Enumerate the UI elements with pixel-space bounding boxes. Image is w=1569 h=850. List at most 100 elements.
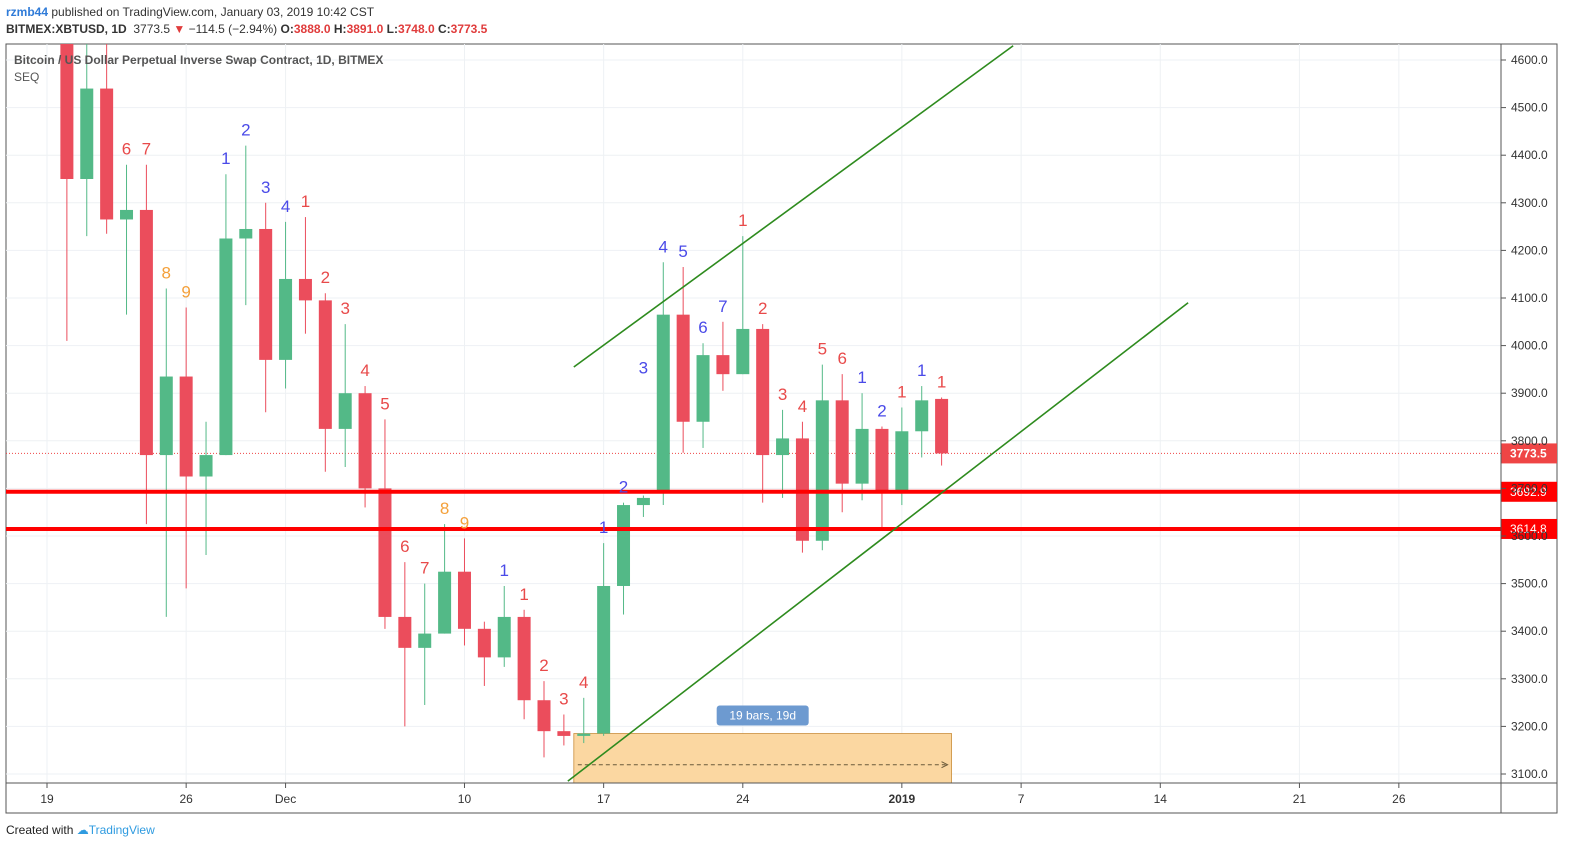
price-change: −114.5 (−2.94%) [188, 22, 278, 36]
seq-count-label: 1 [301, 192, 310, 211]
candle-body [557, 731, 571, 736]
candle-body [438, 571, 452, 634]
candle-body [179, 376, 193, 477]
seq-count-label: 1 [221, 149, 230, 168]
close-value: 3773.5 [450, 22, 488, 36]
candle-body [815, 400, 829, 541]
chart-frame [5, 43, 1558, 814]
seq-count-label: 1 [599, 518, 608, 537]
x-tick-label: 10 [458, 792, 472, 806]
last-price-label: 3773.5 [1510, 446, 1547, 460]
date-range-label-bg [716, 705, 809, 726]
candle-body [100, 88, 114, 220]
candle-body [517, 616, 531, 701]
candle-body [358, 393, 372, 489]
seq-count-label: 1 [897, 382, 906, 401]
candle-body [398, 616, 412, 648]
candle-body [855, 428, 869, 484]
candle-body [577, 733, 591, 736]
candle-body [676, 314, 690, 422]
candle-body [636, 497, 650, 506]
seq-count-label: 1 [857, 368, 866, 387]
x-tick-label: 26 [179, 792, 193, 806]
seq-count-label: 1 [519, 585, 528, 604]
seq-count-label: 2 [877, 402, 886, 421]
candle-body [259, 228, 273, 360]
candle-body [318, 300, 332, 429]
indicator-label: SEQ [14, 70, 39, 84]
candle-body [219, 238, 233, 456]
y-tick-label: 3500.0 [1511, 577, 1548, 591]
support-price-label: 3614.8 [1510, 522, 1547, 536]
candle-body [338, 393, 352, 429]
candle-body [795, 438, 809, 541]
arrow-head-icon [941, 761, 949, 769]
low-label: L: [386, 22, 398, 36]
channel-line [573, 45, 1014, 368]
y-tick-label: 4600.0 [1511, 53, 1548, 67]
candle-body [756, 328, 770, 456]
tradingview-logo-icon[interactable]: ☁ [76, 823, 89, 837]
seq-count-label: 7 [420, 559, 429, 578]
y-tick-label: 4500.0 [1511, 101, 1548, 115]
candle-body [477, 628, 491, 658]
candle-body [298, 278, 312, 301]
tradingview-brand[interactable]: TradingView [88, 823, 155, 837]
down-arrow-icon: ▼ [173, 22, 186, 36]
high-label: H: [333, 22, 347, 36]
candle-body [617, 505, 631, 586]
x-tick-label: Dec [275, 792, 296, 806]
seq-count-label: 4 [659, 237, 668, 256]
seq-count-label: 4 [579, 673, 588, 692]
support-levels[interactable]: 3692.9 3614.8 3773.5 [6, 443, 1557, 539]
seq-count-label: 4 [360, 361, 369, 380]
chart-axes: 4600.0 4500.0 4400.0 4300.0 4200.0 4100.0 4000… [6, 44, 1557, 813]
y-tick-label: 4300.0 [1511, 196, 1548, 210]
y-tick-label: 3400.0 [1511, 624, 1548, 638]
seq-count-label: 3 [261, 178, 270, 197]
candle-body [120, 209, 134, 220]
candle-body [696, 355, 710, 422]
candle-body [378, 488, 392, 617]
grid-lines [5, 43, 1558, 814]
seq-count-label: 7 [718, 297, 727, 316]
close-label: C: [437, 22, 451, 36]
candle-body [199, 455, 213, 477]
x-tick-label: 2019 [888, 792, 915, 806]
candle-body [60, 44, 74, 180]
seq-count-label: 8 [440, 499, 449, 518]
candle-body [875, 428, 889, 491]
author-link[interactable]: rzmb44 [6, 5, 49, 19]
seq-count-label: 6 [122, 140, 131, 159]
last-price-tag [1501, 443, 1557, 464]
created-with-text: Created with [6, 823, 74, 837]
candle-body [159, 376, 173, 456]
y-tick-label: 3900.0 [1511, 386, 1548, 400]
candle-body [656, 314, 670, 494]
x-tick-label: 19 [40, 792, 54, 806]
x-tick-label: 7 [1018, 792, 1025, 806]
x-tick-label: 17 [597, 792, 611, 806]
last-price: 3773.5 [133, 22, 171, 36]
y-tick-label: 3700.0 [1511, 481, 1548, 495]
seq-count-label: 4 [798, 397, 807, 416]
y-tick-label: 4400.0 [1511, 148, 1548, 162]
footer: Created with ☁TradingView [6, 823, 155, 837]
seq-count-label: 2 [241, 121, 250, 140]
publish-header: rzmb44 published on TradingView.com, Jan… [6, 5, 374, 19]
seq-count-label: 6 [837, 349, 846, 368]
high-value: 3891.0 [346, 22, 384, 36]
candle-body [457, 571, 471, 629]
seq-count-label: 5 [380, 394, 389, 413]
candle-body [895, 431, 909, 491]
trend-channel[interactable] [567, 45, 1189, 782]
chart-overlays: 19 bars, 19d [6, 452, 1501, 784]
seq-count-label: 1 [917, 361, 926, 380]
candle-body [915, 400, 929, 432]
y-tick-label: 3600.0 [1511, 529, 1548, 543]
seq-count-label: 3 [778, 385, 787, 404]
candle-body [935, 398, 949, 454]
seq-count-label: 6 [698, 318, 707, 337]
candle-body [736, 328, 750, 375]
